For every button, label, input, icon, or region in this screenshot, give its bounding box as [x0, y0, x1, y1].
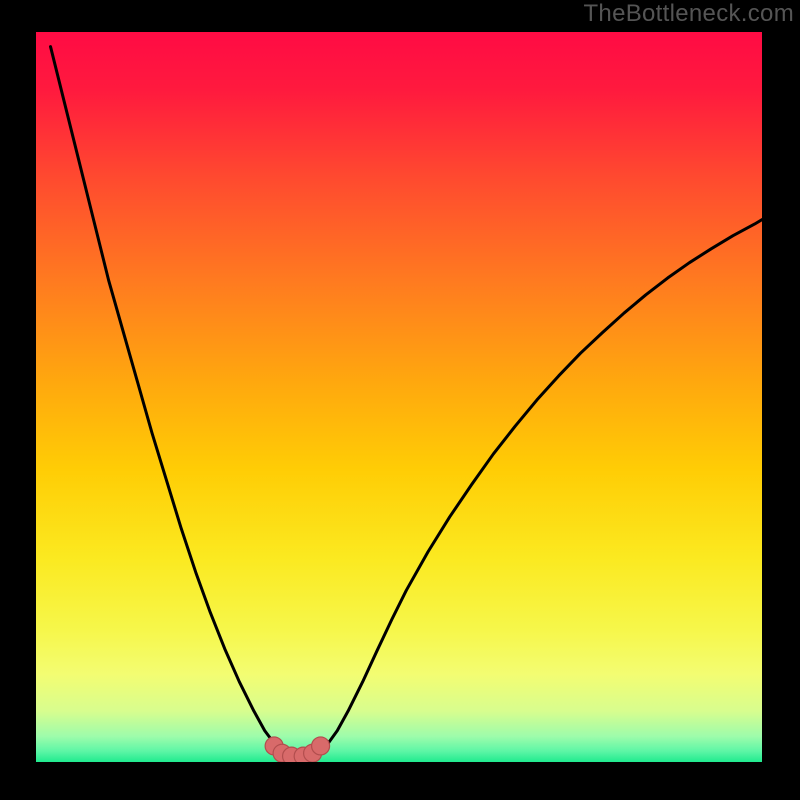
- plot-svg: [36, 32, 762, 762]
- chart-frame: TheBottleneck.com: [0, 0, 800, 800]
- marker-dot: [312, 737, 330, 755]
- plot-background: [36, 32, 762, 762]
- plot-area: [36, 32, 762, 762]
- watermark-text: TheBottleneck.com: [583, 0, 794, 28]
